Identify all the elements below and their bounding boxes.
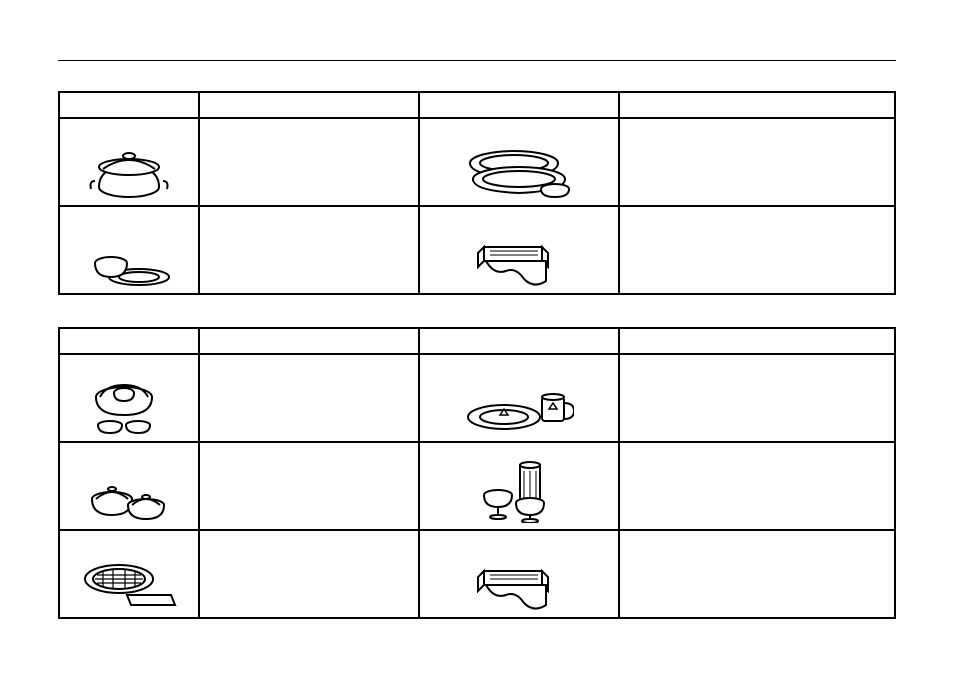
table-2-r1-c0	[59, 442, 199, 530]
top-rule	[58, 60, 896, 61]
pitcher-and-goblets-icon	[474, 459, 564, 523]
table-1-h2	[199, 92, 419, 118]
table-2-r1-c2	[419, 442, 619, 530]
table-1-row-0	[59, 118, 895, 206]
table-2-h4	[619, 328, 895, 354]
table-2-header	[59, 328, 895, 354]
plate-and-mug-icon	[464, 383, 574, 435]
table-1-row-1	[59, 206, 895, 294]
table-1-r1-c2	[419, 206, 619, 294]
table-2-h2	[199, 328, 419, 354]
page	[0, 0, 954, 675]
table-1-header	[59, 92, 895, 118]
table-2-r0-c1	[199, 354, 419, 442]
table-1-r0-c0	[59, 118, 199, 206]
table-2-r2-c3	[619, 530, 895, 618]
table-2-r0-c2	[419, 354, 619, 442]
table-2	[58, 327, 896, 619]
table-1-r1-c1	[199, 206, 419, 294]
table-2-r0-c0	[59, 354, 199, 442]
table-2-r2-c0	[59, 530, 199, 618]
covered-bowls-icon	[84, 475, 174, 523]
table-1	[58, 91, 896, 295]
table-2-r2-c2	[419, 530, 619, 618]
table-2-row-1	[59, 442, 895, 530]
table-1-r0-c3	[619, 118, 895, 206]
table-2-r2-c1	[199, 530, 419, 618]
table-1-h4	[619, 92, 895, 118]
bundt-and-ramekins-icon	[84, 375, 174, 435]
table-2-row-2	[59, 530, 895, 618]
table-2-r0-c3	[619, 354, 895, 442]
foil-wrap-icon	[474, 563, 564, 611]
table-1-r0-c2	[419, 118, 619, 206]
table-2-r1-c3	[619, 442, 895, 530]
table-1-h1	[59, 92, 199, 118]
table-1-r0-c1	[199, 118, 419, 206]
baking-dishes-icon	[459, 139, 579, 199]
table-1-h3	[419, 92, 619, 118]
table-2-r1-c1	[199, 442, 419, 530]
table-1-r1-c0	[59, 206, 199, 294]
table-2-row-0	[59, 354, 895, 442]
table-1-r1-c3	[619, 206, 895, 294]
table-2-h1	[59, 328, 199, 354]
table-2-h3	[419, 328, 619, 354]
covered-casserole-icon	[89, 147, 169, 199]
foil-wrap-icon	[474, 239, 564, 287]
bowl-and-plate-icon	[87, 243, 171, 287]
rack-tray-icon	[79, 559, 179, 611]
